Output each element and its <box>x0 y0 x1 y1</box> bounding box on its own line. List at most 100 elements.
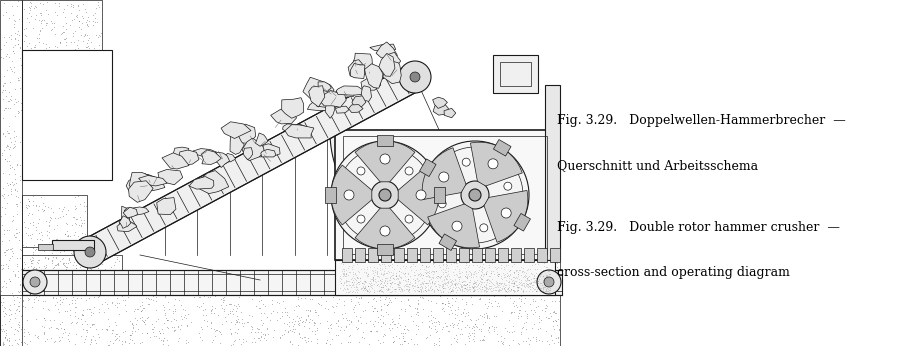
Point <box>7 36 22 42</box>
Point <box>232 294 246 300</box>
Point <box>48 32 62 37</box>
Point <box>465 284 480 289</box>
Point <box>479 289 493 294</box>
Point <box>0 247 14 253</box>
Point <box>14 107 28 113</box>
Point <box>24 304 39 310</box>
Point <box>459 275 473 280</box>
Point <box>350 274 365 280</box>
Point <box>491 280 505 286</box>
Point <box>127 308 141 313</box>
Point <box>409 306 424 312</box>
Point <box>435 282 450 288</box>
Point <box>357 280 372 285</box>
Point <box>539 303 554 309</box>
Point <box>482 286 497 292</box>
Point <box>133 340 148 346</box>
Point <box>333 279 348 284</box>
Polygon shape <box>439 234 456 251</box>
Point <box>471 316 485 321</box>
Point <box>528 309 542 314</box>
Point <box>463 272 478 278</box>
Point <box>421 265 435 270</box>
Point <box>507 283 521 289</box>
Point <box>68 342 82 346</box>
Point <box>275 298 290 303</box>
Point <box>9 134 24 139</box>
Point <box>291 330 306 336</box>
Point <box>69 304 83 309</box>
Point <box>69 281 83 287</box>
Point <box>494 281 509 287</box>
Point <box>69 217 83 222</box>
Point <box>281 312 295 318</box>
Point <box>477 271 491 277</box>
Point <box>303 338 318 344</box>
Point <box>0 265 10 271</box>
Point <box>465 271 480 277</box>
Point <box>491 264 506 270</box>
Point <box>234 316 249 321</box>
Point <box>391 321 405 326</box>
Point <box>356 283 370 289</box>
Point <box>514 297 529 302</box>
Point <box>387 286 402 292</box>
Point <box>103 338 118 344</box>
Point <box>475 268 490 273</box>
Polygon shape <box>221 122 251 138</box>
Text: Querschnitt und Arbeitsschema: Querschnitt und Arbeitsschema <box>557 159 757 172</box>
Point <box>334 276 348 282</box>
Point <box>515 280 529 285</box>
Point <box>48 43 62 48</box>
Point <box>433 289 448 294</box>
Point <box>59 20 73 26</box>
Point <box>69 266 83 271</box>
Point <box>125 320 139 326</box>
Point <box>497 288 511 294</box>
Point <box>45 290 60 296</box>
Point <box>5 342 20 346</box>
Point <box>291 331 306 337</box>
Point <box>71 273 86 279</box>
Point <box>302 309 317 314</box>
Point <box>349 326 364 332</box>
Point <box>448 315 462 321</box>
Point <box>488 284 502 289</box>
Point <box>298 337 312 343</box>
Point <box>513 268 528 274</box>
Point <box>490 268 504 273</box>
Point <box>501 287 516 292</box>
Point <box>327 310 341 315</box>
Point <box>67 273 81 279</box>
Point <box>40 275 54 280</box>
Point <box>291 315 306 320</box>
Point <box>342 263 357 268</box>
Point <box>443 280 457 285</box>
Point <box>374 284 388 290</box>
Point <box>330 323 345 328</box>
Point <box>341 269 356 274</box>
Point <box>472 296 486 302</box>
Point <box>540 270 555 276</box>
Point <box>13 162 27 167</box>
Point <box>474 267 489 272</box>
Point <box>526 334 540 340</box>
Point <box>368 280 383 285</box>
Point <box>433 268 448 273</box>
Point <box>452 281 467 287</box>
Point <box>376 339 390 344</box>
Point <box>48 215 62 221</box>
Point <box>351 300 366 305</box>
Point <box>429 268 443 274</box>
Point <box>41 286 55 292</box>
Point <box>414 275 429 281</box>
Point <box>447 307 462 313</box>
Point <box>354 320 368 326</box>
Point <box>357 281 371 286</box>
Point <box>493 280 508 286</box>
Point <box>537 260 551 266</box>
Point <box>21 297 35 302</box>
Point <box>543 271 557 276</box>
Point <box>444 281 459 286</box>
Point <box>427 315 442 320</box>
